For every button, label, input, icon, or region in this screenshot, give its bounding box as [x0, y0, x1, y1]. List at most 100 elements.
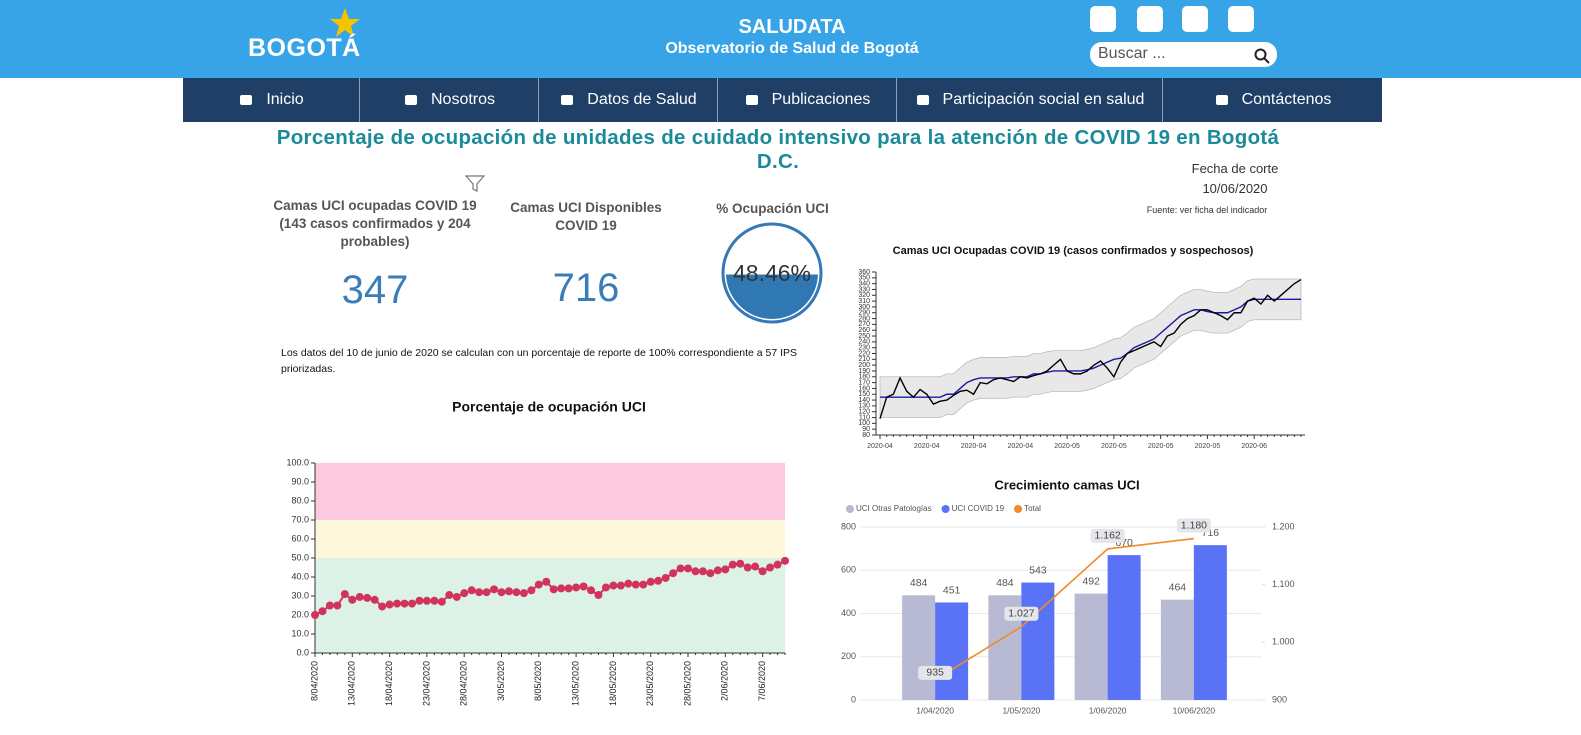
x-tick-label: 2020-05 — [1054, 443, 1080, 450]
y-tick-label: 80 — [862, 432, 870, 439]
data-point — [393, 599, 402, 608]
nav-label: Publicaciones — [771, 91, 871, 108]
logo[interactable]: BOGOTÁ — [248, 34, 361, 62]
x-tick-label: 7/06/2020 — [757, 661, 767, 701]
data-point — [684, 564, 693, 573]
x-tick-label: 1/04/2020 — [916, 705, 954, 715]
data-point — [415, 596, 424, 605]
data-point — [378, 602, 387, 611]
search-icon[interactable] — [1254, 48, 1270, 64]
bar-value-label: 543 — [1029, 564, 1047, 576]
y2-tick-label: 1.100 — [1272, 579, 1295, 589]
kpi-label: Camas UCI Disponibles COVID 19 — [510, 200, 662, 233]
source-link[interactable]: Fuente: ver ficha del indicador — [1146, 205, 1268, 215]
nav-label: Nosotros — [430, 91, 496, 108]
twitter-icon[interactable] — [1137, 6, 1163, 32]
x-tick-label: 23/04/2020 — [421, 661, 431, 706]
youtube-icon[interactable] — [1228, 6, 1254, 32]
data-point — [743, 563, 752, 572]
data-point — [363, 593, 372, 602]
data-point — [475, 588, 484, 597]
page-title: Porcentaje de ocupación de unidades de c… — [276, 126, 1280, 173]
nav-label: Participación social en salud — [942, 91, 1145, 108]
chart-title: Crecimiento camas UCI — [994, 477, 1139, 492]
y-tick-label: 120 — [858, 409, 870, 416]
nav-item[interactable]: Participación social en salud — [897, 78, 1163, 122]
line-value-label: 935 — [926, 667, 944, 679]
note: Los datos del 10 de junio de 2020 se cal… — [281, 347, 798, 375]
y-tick-label: 30.0 — [291, 590, 309, 600]
kpi-label: % Ocupación UCI — [716, 201, 829, 216]
filter-icon[interactable] — [465, 175, 485, 193]
data-point — [519, 589, 528, 598]
legend-swatch — [846, 505, 854, 513]
chart-title: Camas UCI Ocupadas COVID 19 (casos confi… — [893, 245, 1254, 257]
data-point — [325, 601, 334, 610]
y-tick-label: 170 — [858, 379, 870, 386]
bar — [935, 602, 969, 700]
data-point — [311, 611, 319, 619]
x-tick-label: 28/05/2020 — [682, 661, 692, 706]
data-point — [587, 586, 596, 595]
legend-label: UCI COVID 19 — [952, 504, 1005, 513]
y-tick-label: 100.0 — [286, 457, 309, 467]
kpi-value: 716 — [552, 266, 620, 310]
gauge-label: 48.46% — [733, 260, 811, 286]
nav-item[interactable]: Inicio — [183, 78, 360, 122]
y-tick-label: 270 — [858, 321, 870, 328]
y-tick-label: 190 — [858, 368, 870, 375]
data-point — [758, 567, 767, 576]
site-subtitle: Observatorio de Salud de Bogotá — [665, 40, 919, 57]
x-tick-label: 13/04/2020 — [347, 661, 357, 706]
data-point — [430, 596, 439, 605]
search-placeholder: Buscar ... — [1098, 45, 1166, 62]
y-tick-label: 300 — [858, 304, 870, 311]
x-tick-label: 8/05/2020 — [533, 661, 543, 701]
y-tick-label: 600 — [841, 565, 856, 575]
y-tick-label: 250 — [858, 333, 870, 340]
x-tick-label: 2020-04 — [961, 443, 987, 450]
y-tick-label: 100 — [858, 420, 870, 427]
search-box[interactable]: Buscar ... — [1090, 42, 1277, 67]
y-tick-label: 230 — [858, 345, 870, 352]
data-point — [407, 599, 416, 608]
y-tick-label: 150 — [858, 391, 870, 398]
data-point — [542, 577, 551, 586]
x-tick-label: 2/06/2020 — [720, 661, 730, 701]
data-point — [467, 586, 476, 595]
line-label-box — [1176, 518, 1211, 533]
nav-label: Datos de Salud — [587, 91, 697, 108]
nav-item[interactable]: Datos de Salud — [539, 78, 718, 122]
data-point — [400, 599, 409, 608]
instagram-icon[interactable] — [1182, 6, 1208, 32]
data-point — [713, 566, 722, 575]
y-tick-label: 20.0 — [291, 609, 309, 619]
nav-icon — [916, 95, 929, 105]
y-tick-label: 130 — [858, 403, 870, 410]
line-value-label: 1.180 — [1181, 519, 1207, 531]
bar-value-label: 464 — [1169, 581, 1187, 593]
x-tick-label: 2020-05 — [1195, 443, 1221, 450]
data-point — [348, 595, 357, 604]
data-point — [594, 591, 603, 600]
data-point — [654, 576, 663, 585]
y-tick-label: 90.0 — [291, 476, 309, 486]
data-point — [736, 559, 745, 568]
data-point — [773, 560, 782, 569]
line-label-box — [918, 665, 953, 680]
nav-item[interactable]: Contáctenos — [1163, 78, 1382, 122]
threshold-band — [315, 463, 785, 520]
y-tick-label: 360 — [858, 269, 870, 276]
data-point — [497, 588, 506, 597]
site-title: SALUDATA — [738, 16, 846, 38]
nav-item[interactable]: Publicaciones — [718, 78, 897, 122]
facebook-icon[interactable] — [1090, 6, 1116, 32]
y-tick-label: 280 — [858, 315, 870, 322]
y-tick-label: 80.0 — [291, 495, 309, 505]
logo-star — [330, 8, 360, 37]
nav-item[interactable]: Nosotros — [360, 78, 539, 122]
data-point — [639, 580, 648, 589]
data-point — [706, 569, 715, 578]
data-point — [512, 588, 521, 597]
